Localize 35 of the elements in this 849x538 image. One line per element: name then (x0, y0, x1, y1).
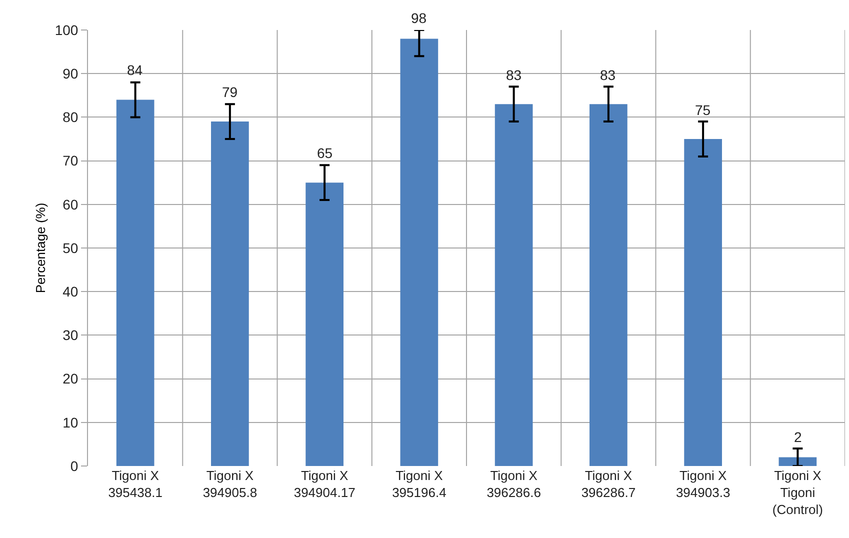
y-tick-label: 40 (62, 284, 78, 300)
y-tick-label: 50 (62, 240, 78, 256)
x-tick-label: Tigoni X 394903.3 (676, 468, 730, 500)
y-tick-label: 30 (62, 327, 78, 344)
bar (116, 100, 154, 466)
y-tick-label: 60 (62, 196, 78, 212)
bar (211, 122, 249, 466)
y-tick-label: 100 (54, 22, 78, 38)
x-tick-label: Tigoni X 396286.7 (581, 468, 636, 500)
y-tick-label: 70 (62, 152, 78, 169)
y-tick-label: 0 (70, 458, 78, 474)
data-label: 83 (600, 67, 616, 83)
x-tick-label: Tigoni X 395438.1 (108, 468, 162, 500)
data-label: 98 (411, 10, 427, 26)
bar (306, 182, 344, 466)
bar (400, 38, 438, 466)
data-label: 65 (317, 145, 333, 161)
bar (684, 139, 722, 466)
x-tick-label: Tigoni X 394904.17 (294, 468, 356, 500)
data-label: 79 (222, 84, 238, 100)
y-tick-label: 20 (62, 370, 78, 387)
data-label: 2 (794, 429, 802, 445)
x-tick-label: Tigoni X 396286.6 (486, 468, 541, 500)
y-tick-label: 90 (62, 66, 78, 82)
x-tick-label: Tigoni X Tigoni (Control) (772, 468, 823, 517)
data-label: 83 (506, 67, 522, 83)
y-tick-label: 80 (62, 109, 78, 126)
x-tick-label: Tigoni X 395196.4 (392, 468, 446, 500)
y-tick-label: 10 (62, 414, 78, 430)
bar (494, 104, 533, 466)
data-label: 75 (695, 102, 711, 118)
y-axis-title: Percentage (%) (32, 202, 48, 294)
bar (590, 104, 628, 466)
data-label: 84 (127, 62, 143, 78)
x-tick-label: Tigoni X 394905.8 (202, 468, 258, 500)
